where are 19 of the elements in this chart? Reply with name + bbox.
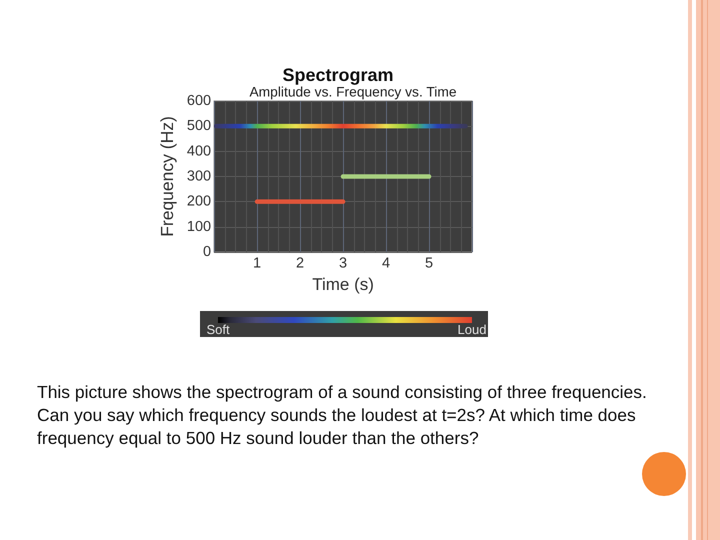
chart-subtitle: Amplitude vs. Frequency vs. Time — [249, 84, 457, 100]
x-tick-label: 3 — [339, 256, 348, 272]
y-tick-label: 100 — [186, 218, 212, 235]
x-tick-label: 1 — [253, 256, 262, 272]
text: This picture shows the spectrogram of a sound consisting of three frequencies. Can you say which frequency sounds the loudest at t=2s? At which time does frequency equal to 500 Hz sound louder than the others? — [37, 381, 648, 450]
y-axis-title: Frequency (Hz) — [157, 116, 177, 237]
x-axis-title: Time (s) — [312, 274, 374, 294]
y-tick-label: 600 — [186, 93, 212, 109]
y-tick-label: 500 — [186, 118, 212, 134]
y-tick-label: 300 — [186, 168, 212, 184]
y-tick-label: 200 — [186, 194, 212, 210]
x-tick-label: 4 — [382, 256, 390, 272]
y-tick-label: 0 — [203, 244, 212, 260]
color-bar-label: Loud — [458, 322, 486, 337]
chart-title: Spectrogram — [282, 65, 394, 85]
x-tick-label: 5 — [424, 256, 434, 272]
x-tick-label: 2 — [296, 256, 304, 272]
color-bar-label: Soft — [206, 322, 230, 337]
y-tick-label: 400 — [186, 143, 212, 160]
